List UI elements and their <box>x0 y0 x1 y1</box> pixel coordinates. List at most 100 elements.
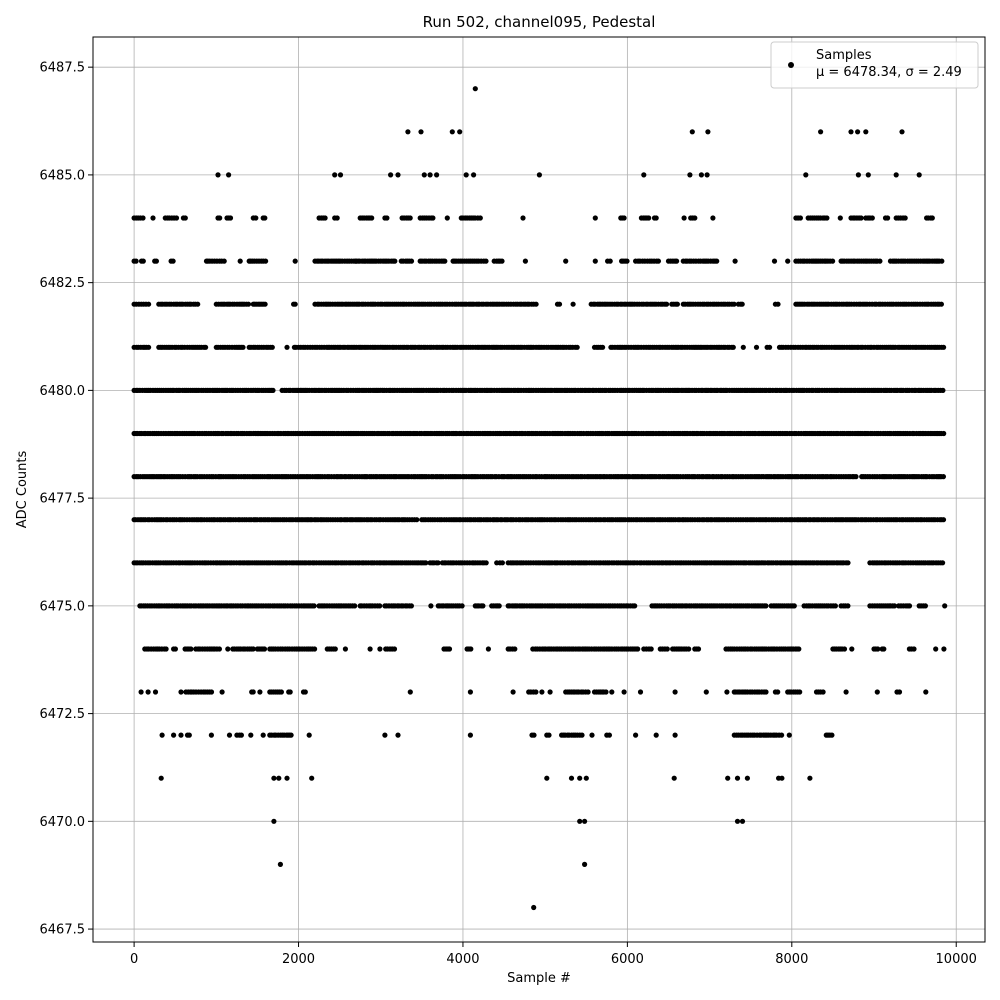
data-point <box>891 603 898 609</box>
data-point <box>703 689 709 695</box>
data-point <box>334 215 340 221</box>
data-point <box>671 775 677 781</box>
data-point <box>881 646 887 652</box>
data-point <box>940 560 946 566</box>
data-point <box>744 775 751 781</box>
data-point <box>284 775 290 781</box>
data-point <box>740 344 746 350</box>
data-point <box>570 301 576 307</box>
data-point <box>874 689 880 695</box>
data-point <box>775 301 781 307</box>
data-point <box>471 172 477 178</box>
data-point <box>641 172 647 178</box>
data-point <box>797 215 804 221</box>
data-point <box>226 172 232 178</box>
data-point <box>848 129 854 135</box>
data-point <box>791 603 797 609</box>
data-point <box>208 732 214 738</box>
data-point <box>845 603 851 609</box>
data-point <box>216 646 222 652</box>
data-point <box>734 818 741 824</box>
data-point <box>138 689 144 695</box>
data-point <box>544 775 550 781</box>
data-point <box>672 732 678 738</box>
data-point <box>940 474 947 480</box>
data-point <box>260 732 266 738</box>
data-point <box>468 646 474 652</box>
data-point <box>477 215 483 221</box>
data-point <box>430 215 436 221</box>
data-point <box>807 775 813 781</box>
data-point <box>171 732 177 738</box>
data-point <box>695 646 702 652</box>
data-point <box>140 258 146 264</box>
data-point <box>284 344 290 350</box>
data-point <box>395 172 401 178</box>
data-point <box>637 689 644 695</box>
scatter-points <box>131 86 948 911</box>
data-point <box>923 689 929 695</box>
data-point <box>159 732 165 738</box>
data-point <box>653 732 659 738</box>
data-point <box>237 258 243 264</box>
data-point <box>585 689 591 695</box>
data-point <box>938 301 945 307</box>
data-point <box>775 689 781 695</box>
x-axis-ticks: 0 2000 4000 6000 8000 10000 <box>130 942 977 967</box>
data-point <box>940 387 946 393</box>
data-point <box>763 689 769 695</box>
data-point <box>238 732 244 738</box>
data-point <box>449 129 455 135</box>
data-point <box>786 732 792 738</box>
y-axis-ticks: 6467.5 6470.0 6472.5 6475.0 6477.5 6480.0 6482… <box>40 61 93 938</box>
data-point <box>579 732 585 738</box>
data-point <box>865 172 871 178</box>
data-point <box>377 646 383 652</box>
data-point <box>221 258 227 264</box>
data-point <box>499 258 505 264</box>
data-point <box>145 689 151 695</box>
data-point <box>704 172 710 178</box>
data-point <box>467 689 473 695</box>
x-tick-label: 8000 <box>775 952 808 967</box>
x-tick-label: 2000 <box>282 952 315 967</box>
data-point <box>407 215 413 221</box>
data-point <box>687 172 693 178</box>
y-tick-label: 6477.5 <box>40 492 86 507</box>
data-point <box>582 861 588 868</box>
data-point <box>698 172 705 178</box>
data-point <box>820 689 826 695</box>
x-axis-label: Sample # <box>507 971 571 986</box>
data-point <box>563 258 569 264</box>
data-point <box>646 215 652 221</box>
data-point <box>941 646 947 652</box>
data-point <box>253 215 259 221</box>
data-point <box>648 646 654 652</box>
data-point <box>457 129 463 135</box>
data-point <box>547 689 553 695</box>
data-point <box>150 215 156 221</box>
data-point <box>899 129 905 135</box>
data-point <box>153 258 159 264</box>
data-point <box>510 689 516 695</box>
data-point <box>428 603 434 609</box>
data-point <box>539 689 545 695</box>
data-point <box>292 258 298 264</box>
data-point <box>655 258 662 264</box>
data-point <box>414 517 420 523</box>
data-point <box>941 430 947 437</box>
data-point <box>583 775 589 781</box>
x-tick-label: 6000 <box>611 952 644 967</box>
data-point <box>423 560 429 566</box>
data-point <box>418 129 424 135</box>
data-point <box>896 689 903 695</box>
data-point <box>869 215 875 221</box>
data-point <box>257 689 263 695</box>
data-point <box>146 301 152 307</box>
data-point <box>779 775 785 781</box>
data-point <box>388 172 394 178</box>
data-point <box>929 215 935 221</box>
data-point <box>377 603 383 609</box>
